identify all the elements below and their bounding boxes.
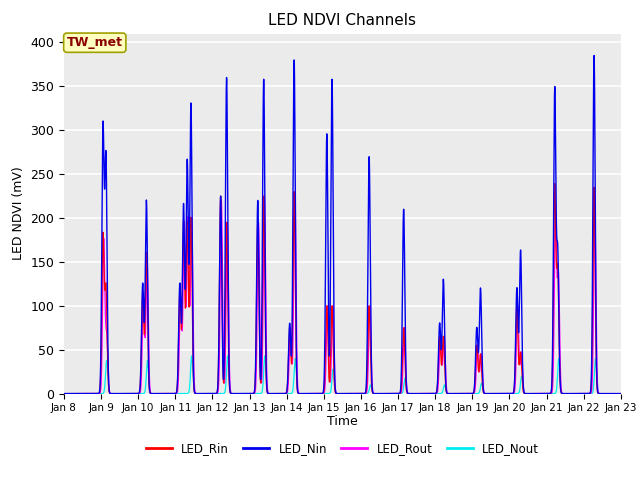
Legend: LED_Rin, LED_Nin, LED_Rout, LED_Nout: LED_Rin, LED_Nin, LED_Rout, LED_Nout xyxy=(141,437,544,460)
Y-axis label: LED NDVI (mV): LED NDVI (mV) xyxy=(12,167,25,261)
X-axis label: Time: Time xyxy=(327,415,358,428)
Text: TW_met: TW_met xyxy=(67,36,123,49)
Title: LED NDVI Channels: LED NDVI Channels xyxy=(268,13,417,28)
